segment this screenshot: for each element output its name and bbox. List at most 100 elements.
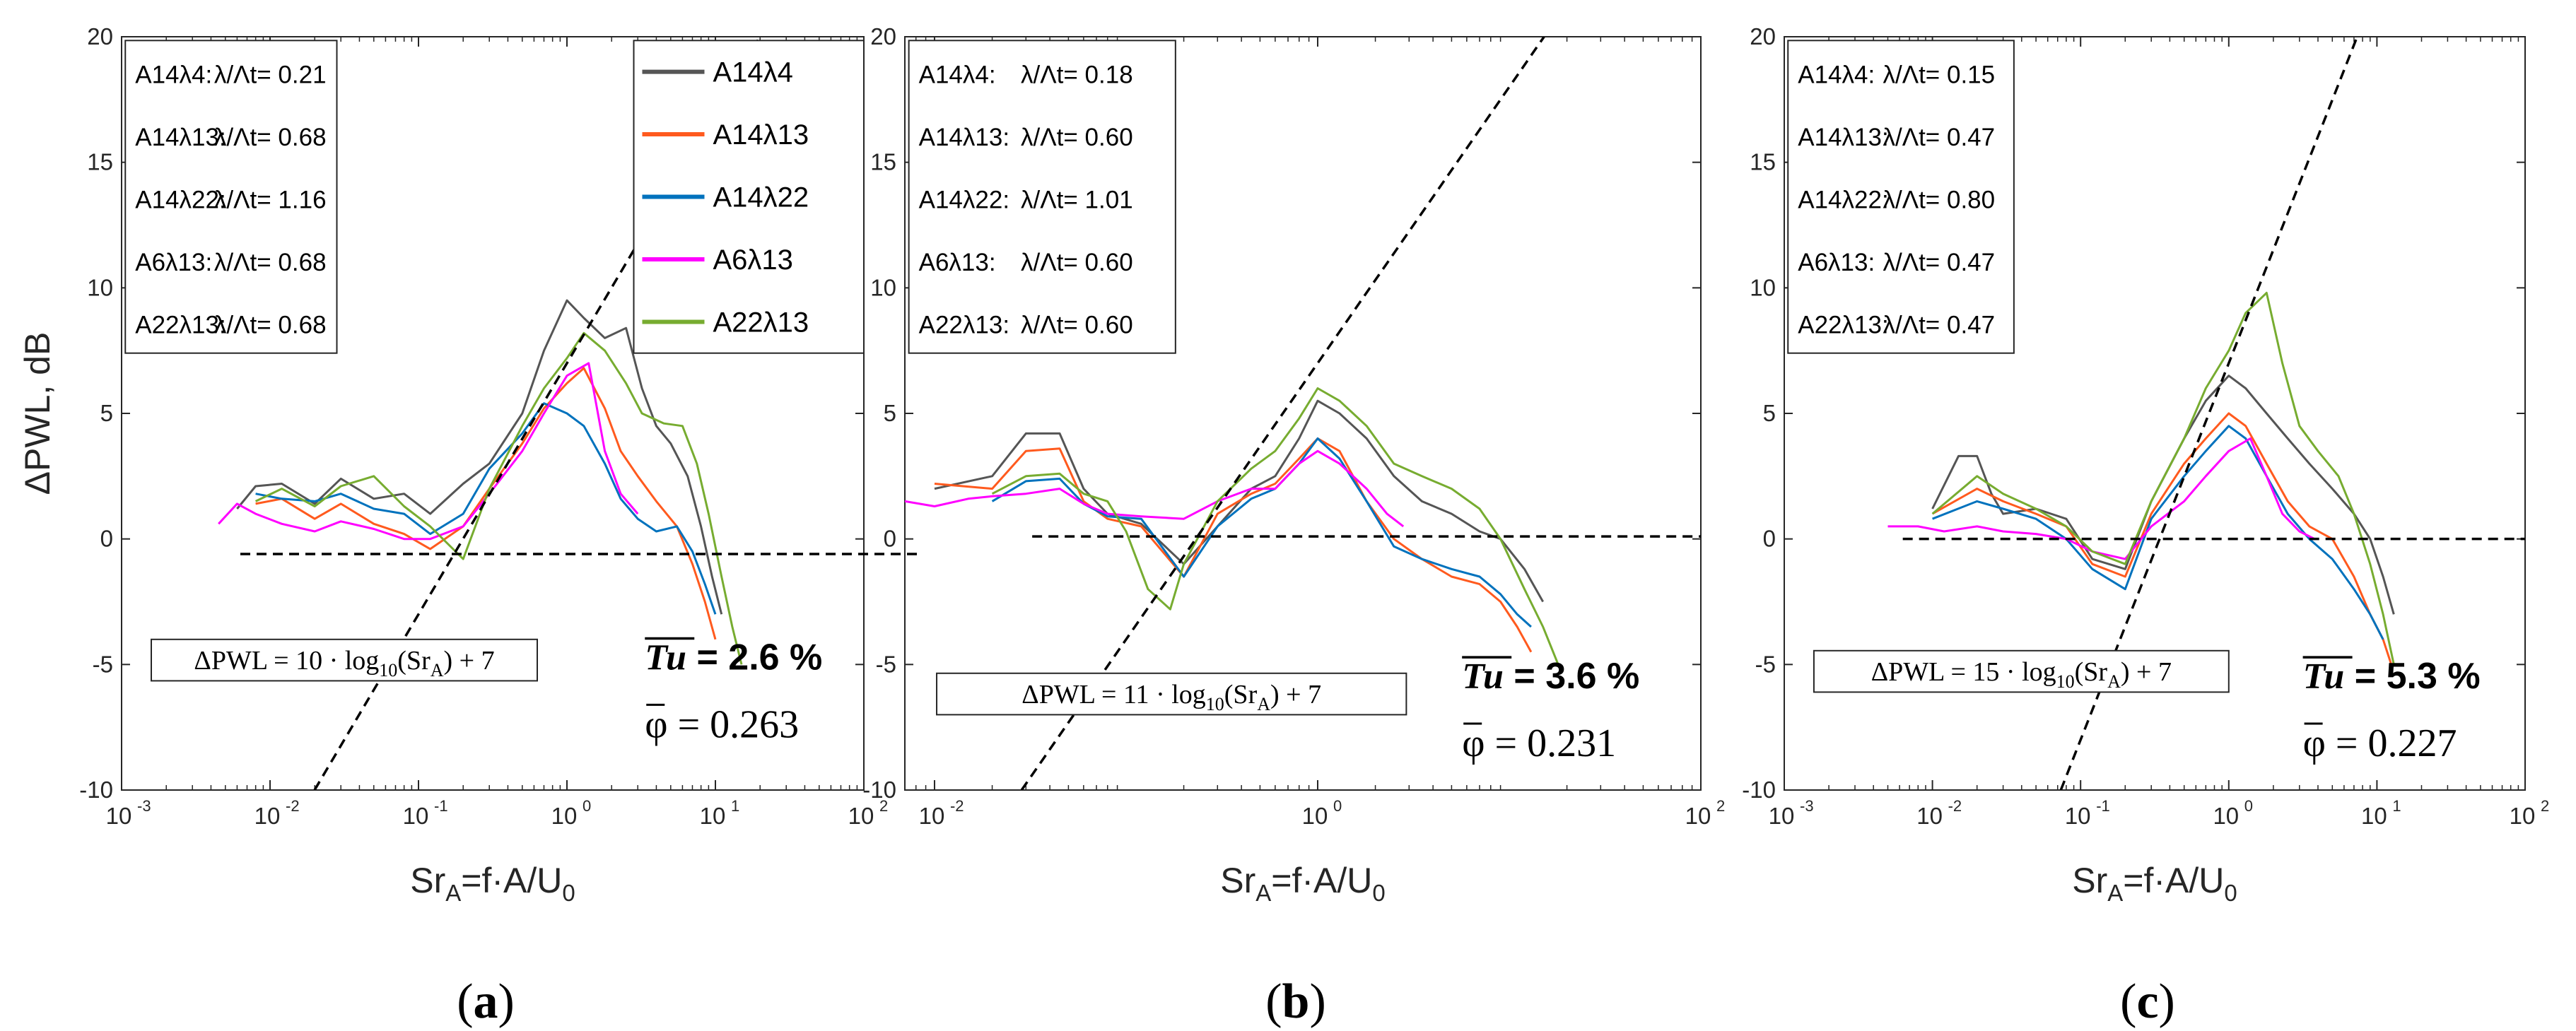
panel-label-part: ( <box>457 974 473 1029</box>
y-tick-label: 15 <box>1750 149 1776 175</box>
panel-label: (c) <box>2120 974 2175 1029</box>
equation-offset: 7 <box>481 646 495 676</box>
info-case: A6λ13: <box>919 249 996 276</box>
series-line-A22λ13 <box>1931 291 2395 665</box>
x-label-part: 0 <box>2224 880 2237 906</box>
info-case: A14λ13: <box>919 124 1009 151</box>
info-case: A22λ13: <box>135 311 226 338</box>
x-tick-exponent: 0 <box>582 797 591 815</box>
info-case: A6λ13: <box>1798 249 1875 276</box>
x-label-part: Sr <box>410 861 445 900</box>
x-tick-label: 10 <box>2361 803 2387 829</box>
phi-part: φ = <box>1462 721 1527 765</box>
x-tick-label: 10 <box>2065 803 2091 829</box>
x-label-part: =f·A/U <box>461 861 562 900</box>
y-tick-label: -10 <box>862 777 896 803</box>
info-ratio: λ/Λt= 0.60 <box>1021 311 1133 338</box>
x-tick-label: 10 <box>700 803 726 829</box>
tu-part: = <box>686 637 728 678</box>
equation-part: A <box>2107 671 2121 692</box>
y-tick-label: -10 <box>79 777 113 803</box>
x-label-part: =f·A/U <box>1271 861 1372 900</box>
y-tick-label: -5 <box>1755 651 1776 677</box>
x-tick-label: 10 <box>106 803 132 829</box>
x-tick-label: 10 <box>848 803 874 829</box>
info-ratio: λ/Λt= 0.80 <box>1883 186 1995 213</box>
y-tick-label: 20 <box>87 23 113 49</box>
legend-label: A14λ22 <box>713 182 809 213</box>
legend-label: A14λ4 <box>713 57 793 88</box>
phi-value: 0.231 <box>1527 721 1616 765</box>
series-group <box>218 299 743 665</box>
panel-label-part: ) <box>498 974 515 1029</box>
tu-symbol: Tu <box>2303 656 2345 697</box>
info-box <box>1787 40 2015 354</box>
equation-part: 10 <box>1206 694 1224 714</box>
equation-box <box>151 638 538 682</box>
panel-label-part: ) <box>1309 974 1325 1029</box>
series-line-A14λ13 <box>934 437 1533 653</box>
series-line-A22λ13 <box>991 387 1559 665</box>
x-tick-label: 10 <box>403 803 429 829</box>
info-case: A14λ4: <box>135 61 212 88</box>
phi-part: φ = <box>2303 721 2368 765</box>
equation-text: ΔPWL = 15 · log10(SrA) + 7 <box>1871 657 2172 692</box>
info-case: A14λ4: <box>919 61 996 88</box>
y-tick-label: 15 <box>87 149 113 175</box>
x-label-part: 0 <box>1372 880 1385 906</box>
x-tick-exponent: 1 <box>731 797 739 815</box>
equation-part: (Sr <box>2075 657 2108 687</box>
x-tick-exponent: -2 <box>950 797 964 815</box>
panel-label-part: ( <box>1265 974 1282 1029</box>
equation-text: ΔPWL = 11 · log10(SrA) + 7 <box>1021 680 1321 714</box>
y-tick-label: 0 <box>884 526 896 552</box>
equation-part: ΔPWL = <box>1021 680 1123 709</box>
x-tick-label: 10 <box>1685 803 1711 829</box>
y-tick-label: 20 <box>1750 23 1776 49</box>
y-tick-label: 0 <box>1763 526 1776 552</box>
tu-part: % <box>2437 656 2481 697</box>
equation-coef: 15 <box>1972 657 1999 687</box>
phi-value: 0.263 <box>710 702 799 746</box>
tu-symbol: Tu <box>1462 656 1504 697</box>
phi-value: 0.227 <box>2368 721 2457 765</box>
info-case: A22λ13: <box>919 311 1009 338</box>
series-line-A14λ22 <box>255 402 717 615</box>
phi-annotation: φ = 0.231 <box>1462 721 1616 765</box>
tu-annotation: Tu = 5.3 % <box>2303 656 2481 697</box>
info-ratio: λ/Λt= 0.68 <box>214 124 327 151</box>
y-tick-label: -5 <box>876 651 896 677</box>
series-line-A14λ4 <box>1931 375 2395 615</box>
legend-label: A6λ13 <box>713 245 793 276</box>
equation-part: ) + <box>1270 680 1308 709</box>
series-line-A14λ4 <box>934 399 1545 603</box>
y-tick-label: -5 <box>93 651 113 677</box>
info-case: A14λ13: <box>1798 124 1888 151</box>
series-line-A6λ13 <box>218 362 639 541</box>
y-tick-label: 10 <box>87 274 113 300</box>
series-line-A6λ13 <box>1887 437 2315 560</box>
equation-part: A <box>1257 694 1270 714</box>
x-label-part: A <box>2107 880 2123 906</box>
x-tick-exponent: -3 <box>137 797 151 815</box>
equation-offset: 7 <box>2158 657 2172 687</box>
info-ratio: λ/Λt= 0.21 <box>214 61 327 88</box>
x-tick-label: 10 <box>551 803 578 829</box>
y-tick-label: 5 <box>1763 400 1776 426</box>
x-tick-exponent: -2 <box>286 797 300 815</box>
series-line-A14λ13 <box>1931 412 2393 665</box>
y-tick-label: -10 <box>1742 777 1776 803</box>
x-tick-exponent: 2 <box>2541 797 2549 815</box>
info-case: A14λ4: <box>1798 61 1875 88</box>
y-tick-label: 15 <box>870 149 896 175</box>
panel-label-part: ( <box>2120 974 2136 1029</box>
info-ratio: λ/Λt= 1.16 <box>214 186 327 213</box>
x-tick-label: 10 <box>1916 803 1943 829</box>
info-ratio: λ/Λt= 0.47 <box>1883 124 1995 151</box>
info-case: A14λ22: <box>919 186 1009 213</box>
phi-part: φ = <box>645 702 710 746</box>
equation-part: · log <box>1999 657 2056 687</box>
